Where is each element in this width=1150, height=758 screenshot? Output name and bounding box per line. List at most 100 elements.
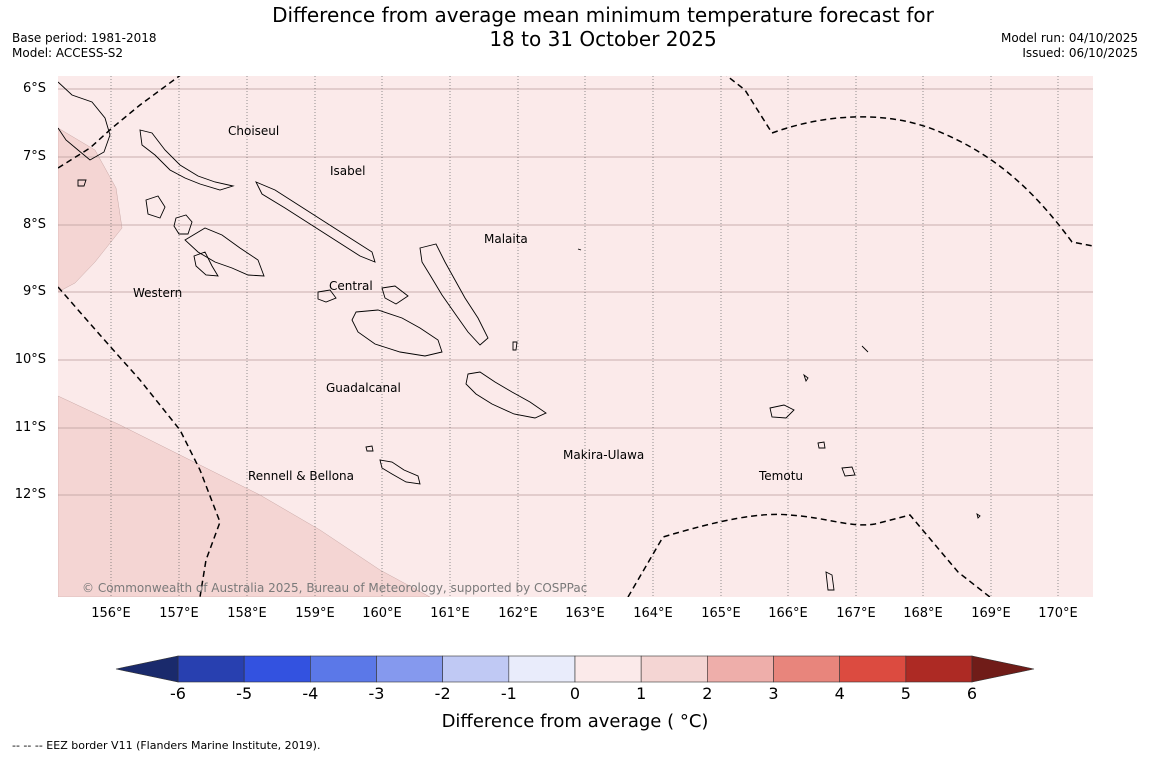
lon-label: 158°E — [227, 606, 267, 621]
colorbar-cell — [310, 655, 377, 683]
colorbar-tick-label: 1 — [636, 684, 647, 703]
colorbar-tick-label: -4 — [302, 684, 319, 703]
tikopia-island — [976, 512, 981, 519]
colorbar — [115, 655, 1035, 683]
issued-date: Issued: 06/10/2025 — [1022, 46, 1138, 60]
colorbar-tick-label: -6 — [170, 684, 186, 703]
santa-cruz-island — [769, 404, 795, 419]
colorbar-cell — [905, 655, 973, 683]
coastlines — [58, 81, 981, 591]
lon-label: 156°E — [91, 606, 131, 621]
lon-label: 170°E — [1038, 606, 1078, 621]
region-label-malaita: Malaita — [484, 232, 528, 246]
colorbar-cell — [442, 655, 510, 683]
colorbar-tick-label: -2 — [434, 684, 451, 703]
utupua-island — [817, 441, 826, 449]
lat-label: 7°S — [22, 149, 46, 164]
vanikoro-island — [841, 466, 856, 477]
region-label-central: Central — [329, 279, 373, 293]
lon-label: 165°E — [701, 606, 741, 621]
colorbar-tick-label: 2 — [702, 684, 713, 703]
title-line-1: Difference from average mean minimum tem… — [272, 3, 934, 27]
lon-label: 159°E — [295, 606, 335, 621]
colorbar-cell — [177, 655, 245, 683]
colorbar-cell — [640, 655, 708, 683]
colorbar-tick-label: 4 — [834, 684, 845, 703]
shortland-islands — [77, 179, 87, 187]
colorbar-tick-label: 0 — [569, 684, 581, 703]
meta-right: Model run: 04/10/2025 Issued: 06/10/2025 — [1001, 31, 1138, 61]
colorbar-tick-label: 3 — [768, 684, 779, 703]
colorbar-high-arrow — [971, 655, 1035, 683]
colorbar-cells — [177, 655, 973, 683]
map-area — [58, 76, 1093, 597]
lat-label: 6°S — [22, 81, 46, 96]
model-run: Model run: 04/10/2025 — [1000, 31, 1138, 45]
chart-title: Difference from average mean minimum tem… — [0, 3, 1150, 51]
ulawa-island — [512, 341, 518, 351]
isabel-island — [255, 181, 376, 263]
meta-left: Base period: 1981-2018 Model: ACCESS-S2 — [12, 31, 157, 61]
lon-label: 167°E — [836, 606, 876, 621]
colorbar-cell — [707, 655, 774, 683]
region-label-temotu: Temotu — [759, 469, 804, 483]
lat-label: 12°S — [14, 487, 46, 502]
lat-label: 10°S — [14, 352, 46, 367]
lon-label: 164°E — [633, 606, 673, 621]
lon-label: 166°E — [768, 606, 808, 621]
colorbar-tick-label: 5 — [900, 684, 911, 703]
malaita-island — [419, 243, 489, 346]
base-period: Base period: 1981-2018 — [12, 31, 157, 45]
anomaly-1-2-area-south — [58, 395, 431, 597]
lat-label: 9°S — [22, 284, 46, 299]
anuta-island — [825, 571, 835, 591]
colorbar-cell — [773, 655, 840, 683]
region-label-makira-ulawa: Makira-Ulawa — [563, 448, 645, 462]
reef-islands — [861, 345, 869, 353]
lat-label: 11°S — [14, 420, 46, 435]
region-label-western: Western — [133, 286, 183, 300]
lon-label: 162°E — [498, 606, 538, 621]
new-georgia-group — [184, 227, 265, 277]
colorbar-cell — [376, 655, 443, 683]
colorbar-cell — [839, 655, 907, 683]
title-line-2: 18 to 31 October 2025 — [489, 27, 717, 51]
lon-label: 168°E — [903, 606, 943, 621]
region-label-choiseul: Choiseul — [228, 124, 280, 138]
lon-label: 161°E — [430, 606, 470, 621]
colorbar-low-arrow — [115, 655, 179, 683]
model-name: Model: ACCESS-S2 — [12, 46, 124, 60]
eez-borders — [58, 76, 1093, 597]
colorbar-tick-label: 6 — [966, 684, 978, 703]
colorbar-tick-label: -5 — [236, 684, 253, 703]
rendova-island — [193, 251, 219, 277]
vella-lavella-island — [145, 195, 166, 219]
lon-label: 160°E — [362, 606, 402, 621]
colorbar-title: Difference from average ( °C) — [441, 711, 709, 732]
lon-label: 157°E — [159, 606, 199, 621]
eez-footnote: -- -- -- EEZ border V11 (Flanders Marine… — [12, 739, 321, 752]
copyright-notice: © Commonwealth of Australia 2025, Bureau… — [82, 581, 588, 595]
colorbar-tick-label: -3 — [368, 684, 385, 703]
makira-island — [465, 371, 547, 419]
florida-islands — [317, 289, 337, 303]
lon-label: 169°E — [971, 606, 1011, 621]
guadalcanal-island — [351, 309, 443, 357]
duff-islands — [803, 373, 809, 383]
colorbar-cell — [243, 655, 311, 683]
new-georgia-island — [173, 214, 193, 235]
colorbar-tick-label: -1 — [500, 684, 517, 703]
lon-label: 163°E — [565, 606, 605, 621]
region-label-guadalcanal: Guadalcanal — [326, 381, 401, 395]
region-label-rennell-bellona: Rennell & Bellona — [248, 469, 355, 483]
sikaiana-island — [577, 248, 582, 251]
lat-gridlines — [58, 88, 1093, 496]
colorbar-cell — [574, 655, 642, 683]
choiseul-island — [139, 129, 235, 191]
colorbar-cell — [508, 655, 576, 683]
region-label-isabel: Isabel — [330, 164, 366, 178]
russell-islands — [381, 285, 409, 305]
rennell-island — [379, 459, 421, 485]
lat-label: 8°S — [22, 217, 46, 232]
